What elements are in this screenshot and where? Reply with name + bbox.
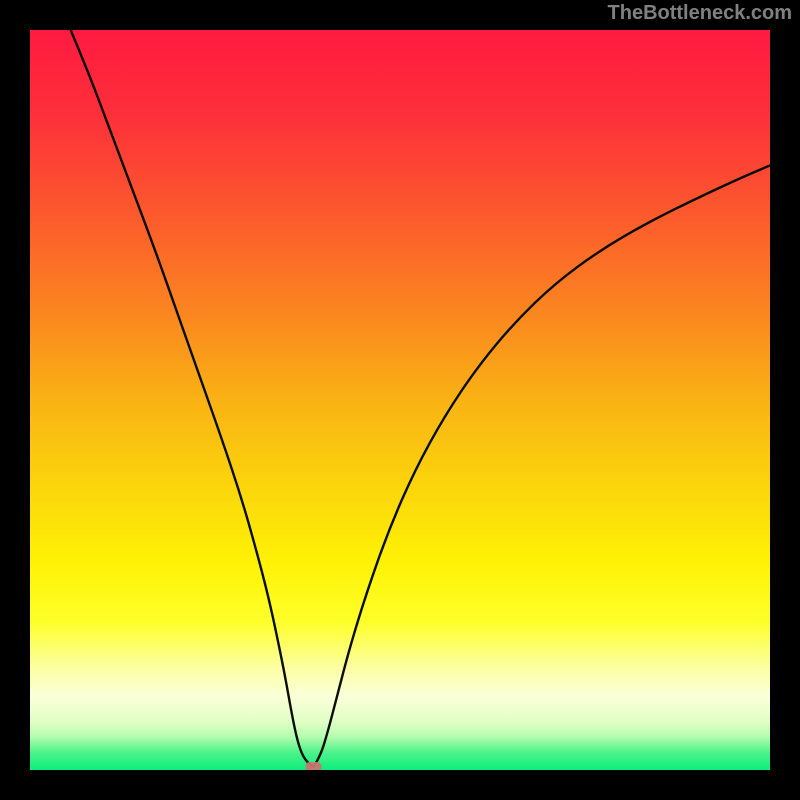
plot-svg: [30, 30, 770, 770]
watermark-text: TheBottleneck.com: [608, 2, 792, 25]
minimum-marker: [305, 762, 321, 770]
plot-area: [30, 30, 770, 770]
gradient-background: [30, 30, 770, 770]
chart-frame: TheBottleneck.com: [0, 0, 800, 800]
